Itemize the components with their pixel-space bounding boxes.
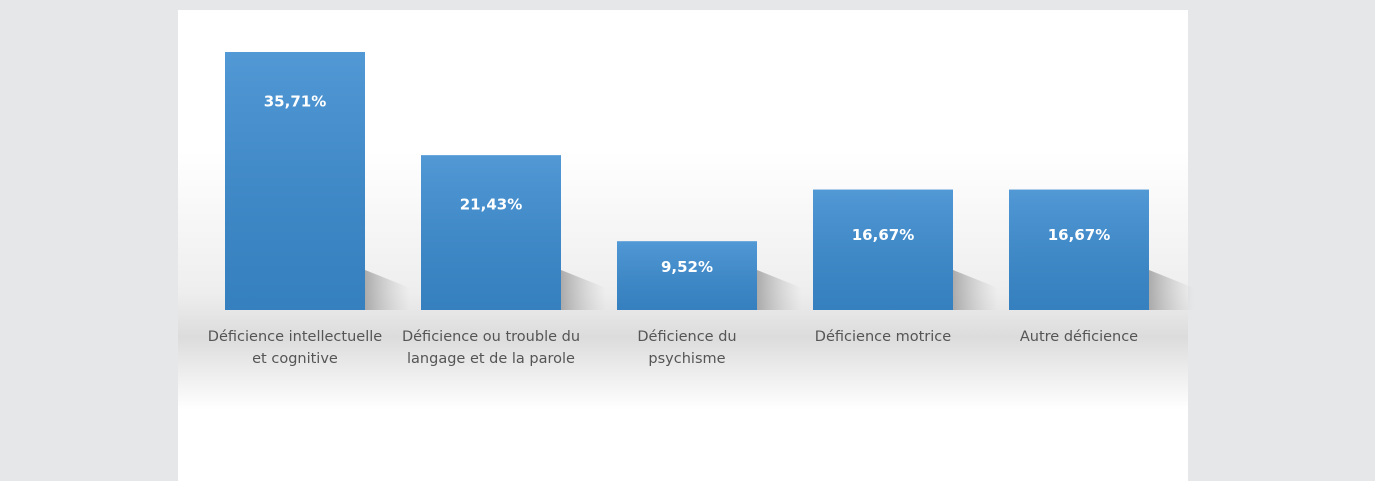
bar-gloss (225, 51, 365, 311)
bar-gloss (617, 241, 757, 310)
value-label: 21,43% (460, 196, 522, 214)
bar-shadow (1149, 270, 1194, 310)
value-label: 9,52% (661, 258, 713, 276)
bar-gloss (813, 189, 953, 310)
value-label: 16,67% (852, 226, 914, 244)
bar-shadow (953, 270, 998, 310)
bar-shadow (561, 270, 606, 310)
x-tick-label: Déficience intellectuelle et cognitive (207, 329, 383, 367)
bar-gloss (1009, 189, 1149, 310)
value-label: 35,71% (264, 92, 326, 110)
x-tick-label: Autre déficience (1019, 329, 1139, 345)
bar-shadow (365, 270, 410, 310)
bar-gloss (421, 155, 561, 310)
x-tick-label: Déficience ou trouble du langage et de l… (401, 329, 581, 367)
x-tick-label: Déficience du psychisme (637, 329, 737, 367)
bar-shadow (757, 270, 802, 310)
x-tick-label: Déficience motrice (814, 329, 952, 345)
value-label: 16,67% (1048, 226, 1110, 244)
